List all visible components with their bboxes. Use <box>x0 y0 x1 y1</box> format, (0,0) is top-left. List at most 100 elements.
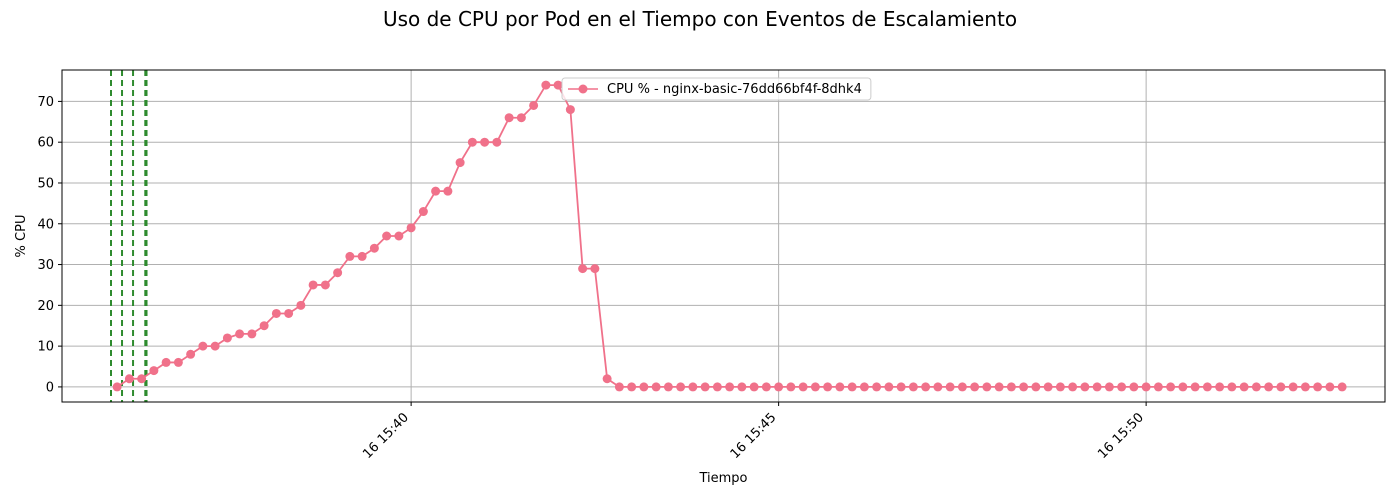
data-point <box>627 382 637 392</box>
data-point <box>320 280 330 290</box>
data-point <box>516 113 526 123</box>
data-point <box>1117 382 1127 392</box>
data-point <box>112 382 122 392</box>
data-point <box>394 231 404 241</box>
x-tick-label: 16 15:40 <box>360 410 412 462</box>
data-point <box>1300 382 1310 392</box>
data-point <box>553 80 563 90</box>
data-point <box>149 366 159 376</box>
data-point <box>198 341 208 351</box>
data-point <box>1178 382 1188 392</box>
data-point <box>431 186 441 196</box>
data-point <box>725 382 735 392</box>
x-axis-label: Tiempo <box>698 471 747 486</box>
data-point <box>786 382 796 392</box>
data-point <box>761 382 771 392</box>
legend-box <box>561 77 872 101</box>
data-point <box>810 382 820 392</box>
data-point <box>896 382 906 392</box>
data-point <box>1215 382 1225 392</box>
data-point <box>382 231 392 241</box>
data-point <box>1153 382 1163 392</box>
plot-frame <box>61 69 1386 403</box>
data-point <box>884 382 894 392</box>
series-line <box>116 84 1343 388</box>
data-point <box>443 186 453 196</box>
data-point <box>1264 382 1274 392</box>
data-point <box>1202 382 1212 392</box>
data-point <box>614 382 624 392</box>
data-point <box>590 264 600 274</box>
data-point <box>173 357 183 367</box>
y-tick-label: 60 <box>37 136 54 151</box>
data-point <box>663 382 673 392</box>
data-point <box>602 374 612 384</box>
data-point <box>859 382 869 392</box>
data-point <box>1043 382 1053 392</box>
data-point <box>639 382 649 392</box>
data-point <box>982 382 992 392</box>
scaling-events <box>110 70 148 402</box>
data-point <box>921 382 931 392</box>
data-point <box>749 382 759 392</box>
y-tick-label: 10 <box>37 340 54 355</box>
data-point <box>296 300 306 310</box>
data-point <box>357 251 367 261</box>
data-point <box>504 113 514 123</box>
data-point <box>847 382 857 392</box>
data-point <box>994 382 1004 392</box>
data-point <box>210 341 220 351</box>
legend-label: CPU % - nginx-basic-76dd66bf4f-8dhk4 <box>607 82 862 97</box>
data-point <box>688 382 698 392</box>
data-point <box>1104 382 1114 392</box>
y-tick-label: 70 <box>37 95 54 110</box>
data-point <box>872 382 882 392</box>
data-point <box>235 329 245 339</box>
data-point <box>480 137 490 147</box>
data-point <box>1288 382 1298 392</box>
data-point <box>676 382 686 392</box>
data-point <box>712 382 722 392</box>
data-point <box>565 105 575 115</box>
data-point <box>908 382 918 392</box>
data-point <box>737 382 747 392</box>
data-point <box>541 80 551 90</box>
data-point <box>284 308 294 318</box>
y-axis-label: % CPU <box>14 215 29 258</box>
data-point <box>345 251 355 261</box>
data-point <box>933 382 943 392</box>
data-point <box>247 329 257 339</box>
data-point <box>1325 382 1335 392</box>
y-tick-label: 0 <box>46 380 54 395</box>
y-tick-label: 40 <box>37 217 54 232</box>
data-point <box>186 349 196 359</box>
data-point <box>1190 382 1200 392</box>
data-point <box>406 223 416 233</box>
data-point <box>970 382 980 392</box>
y-tick-label: 30 <box>37 258 54 273</box>
data-point <box>1337 382 1347 392</box>
data-point <box>1141 382 1151 392</box>
data-point <box>1019 382 1029 392</box>
data-point <box>1251 382 1261 392</box>
data-point <box>418 207 428 217</box>
data-point <box>700 382 710 392</box>
data-point <box>1080 382 1090 392</box>
data-point <box>798 382 808 392</box>
data-point <box>1166 382 1176 392</box>
x-tick-label: 16 15:50 <box>1095 410 1147 462</box>
data-point <box>1227 382 1237 392</box>
data-point <box>333 268 343 278</box>
data-point <box>1239 382 1249 392</box>
data-point <box>467 137 477 147</box>
y-tick-label: 50 <box>37 176 54 191</box>
axis-ticks: 0 10 20 30 40 50 60 70 16 15:40 16 15:45 16 15:50 <box>37 95 1147 462</box>
data-point <box>1068 382 1078 392</box>
data-point <box>124 374 134 384</box>
data-point <box>1276 382 1286 392</box>
data-point <box>137 374 147 384</box>
data-point <box>271 308 281 318</box>
data-point <box>835 382 845 392</box>
legend-swatch-marker <box>578 84 588 94</box>
chart-title: Uso de CPU por Pod en el Tiempo con Even… <box>383 7 1017 31</box>
